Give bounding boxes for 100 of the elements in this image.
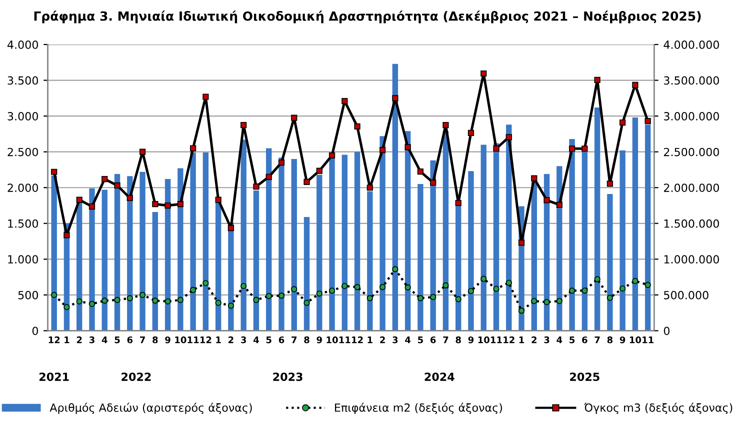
bar — [51, 175, 57, 331]
point — [594, 276, 600, 282]
point — [51, 168, 58, 175]
point — [202, 94, 209, 100]
point — [506, 280, 512, 286]
y2-tick-label: 500.000 — [664, 290, 708, 300]
bar — [304, 216, 310, 331]
point — [102, 176, 108, 182]
bar — [342, 154, 348, 331]
bar — [644, 124, 651, 331]
point — [556, 298, 562, 304]
point — [556, 202, 562, 208]
x-tick-label: 3 — [392, 336, 398, 344]
x-tick-label: 2 — [532, 336, 536, 344]
y-tick-label: 500 — [18, 290, 38, 300]
y2-tick-label: 3.500.000 — [664, 76, 719, 85]
point — [240, 282, 247, 290]
bar — [392, 64, 398, 331]
point — [88, 300, 96, 307]
bar — [367, 191, 373, 331]
x-tick-label: 11 — [339, 336, 350, 344]
point — [164, 298, 171, 304]
point — [404, 144, 411, 150]
legend-label: Επιφάνεια m2 (δεξιός άξονας) — [335, 402, 502, 414]
x-tick-label: 1 — [368, 336, 372, 344]
point — [568, 288, 576, 294]
x-tick-label: 5 — [266, 336, 272, 344]
point — [253, 296, 260, 304]
point — [328, 152, 336, 158]
point — [88, 204, 96, 210]
point — [430, 294, 436, 300]
x-tick-label: 10 — [630, 336, 642, 344]
point — [468, 130, 474, 136]
x-tick-label: 8 — [456, 336, 461, 344]
point — [228, 224, 234, 232]
x-tick-label: 12 — [48, 336, 60, 344]
legend-label: Αριθμός Αδειών (αριστερός άξονας) — [50, 402, 252, 414]
bar — [329, 156, 335, 331]
x-tick-label: 5 — [114, 336, 120, 344]
point — [379, 146, 386, 154]
x-tick-label: 1 — [519, 336, 524, 344]
point — [152, 298, 158, 304]
text: 2024 — [424, 372, 454, 381]
point — [417, 168, 424, 175]
point — [568, 146, 576, 152]
x-tick-label: 4 — [405, 336, 411, 344]
bar — [418, 184, 424, 331]
y-tick-label: 3.000 — [8, 112, 38, 120]
point — [430, 180, 436, 186]
bar — [594, 107, 600, 331]
point — [114, 182, 120, 189]
point — [342, 98, 348, 104]
x-tick-label: 8 — [304, 336, 310, 344]
bar — [468, 171, 474, 331]
bar — [456, 204, 462, 331]
text: 2023 — [273, 372, 302, 381]
x-tick-label: 7 — [292, 336, 297, 344]
x-tick-label: 9 — [620, 336, 626, 344]
point — [544, 299, 550, 306]
bar — [632, 118, 638, 331]
bar — [215, 200, 222, 331]
point — [606, 180, 613, 187]
x-tick-label: 6 — [278, 336, 284, 344]
point — [291, 286, 298, 292]
bar — [404, 131, 411, 331]
point — [76, 298, 82, 304]
bar — [140, 172, 146, 331]
x-tick-label: 5 — [570, 336, 575, 344]
point — [392, 95, 398, 102]
point — [582, 146, 588, 152]
bar — [266, 148, 272, 331]
bar — [544, 174, 550, 331]
point — [480, 70, 487, 77]
bar — [253, 190, 260, 331]
point — [177, 296, 184, 304]
x-tick-label: 7 — [140, 336, 145, 344]
point — [493, 146, 500, 152]
point — [190, 145, 196, 152]
x-tick-label: 6 — [430, 336, 436, 344]
bar — [442, 131, 449, 331]
point — [531, 298, 538, 304]
point — [76, 196, 82, 203]
x-tick-label: 4 — [253, 336, 259, 344]
x-tick-label: 1 — [216, 336, 221, 344]
bar — [354, 152, 360, 331]
point — [278, 292, 285, 299]
point — [644, 282, 651, 288]
point — [468, 288, 474, 294]
point — [480, 276, 487, 282]
point — [139, 148, 146, 155]
point — [240, 122, 247, 128]
point — [620, 285, 626, 292]
point — [126, 194, 133, 202]
point — [316, 290, 322, 297]
text: 2025 — [570, 372, 600, 381]
point — [392, 266, 398, 272]
x-tick-label: 11 — [490, 336, 502, 344]
bar — [102, 190, 108, 331]
bar — [114, 174, 120, 331]
y-tick-label: 1.000 — [8, 255, 38, 264]
